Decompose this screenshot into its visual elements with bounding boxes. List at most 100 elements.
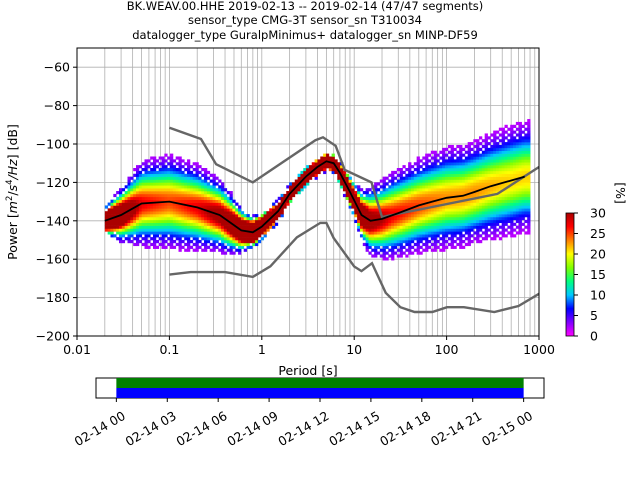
density-cell — [235, 242, 239, 247]
density-cell — [436, 208, 440, 212]
density-cell — [167, 214, 171, 218]
density-cell — [232, 234, 236, 238]
density-cell — [453, 153, 457, 157]
density-cell — [181, 216, 185, 221]
density-cell — [235, 208, 239, 212]
density-cell — [464, 228, 469, 232]
density-cell — [513, 156, 517, 160]
density-cell — [504, 228, 508, 232]
density-cell — [413, 176, 418, 180]
density-cell — [430, 248, 435, 252]
density-cell — [337, 165, 341, 169]
density-cell — [476, 225, 480, 229]
density-cell — [269, 208, 273, 212]
density-cell — [331, 156, 335, 160]
density-cell — [204, 248, 208, 252]
density-cell — [422, 219, 426, 224]
density-cell — [368, 205, 372, 209]
density-cell — [476, 170, 480, 175]
density-cell — [167, 185, 171, 189]
density-cell — [484, 188, 488, 192]
density-cell — [433, 228, 437, 232]
density-cell — [473, 208, 477, 212]
density-cell — [450, 185, 454, 189]
density-cell — [490, 153, 494, 157]
density-cell — [300, 170, 304, 175]
density-cell — [272, 202, 276, 206]
density-cell — [490, 179, 494, 183]
density-cell — [170, 159, 174, 163]
density-cell — [238, 231, 242, 235]
density-cell — [135, 196, 140, 200]
density-cell — [107, 202, 111, 206]
density-cell — [223, 237, 228, 241]
density-cell — [365, 240, 369, 244]
density-cell — [513, 188, 517, 192]
density-cell — [388, 211, 392, 215]
density-cell — [175, 196, 179, 200]
density-cell — [218, 193, 222, 198]
density-cell — [226, 216, 230, 221]
density-cell — [524, 219, 528, 224]
density-cell — [496, 170, 500, 175]
density-cell — [405, 225, 409, 229]
density-cell — [263, 231, 267, 235]
density-cell — [419, 245, 423, 249]
density-cell — [442, 216, 446, 221]
density-cell — [444, 185, 449, 189]
density-cell — [385, 191, 389, 195]
density-cell — [138, 182, 143, 186]
density-cell — [487, 214, 491, 218]
density-cell — [170, 162, 174, 166]
density-cell — [153, 156, 157, 160]
density-cell — [476, 185, 480, 189]
density-cell — [283, 193, 287, 198]
density-cell — [206, 176, 211, 180]
density-cell — [167, 188, 171, 192]
x-axis-ticks: 0.01 0.1 1 10 100 1000 — [63, 336, 555, 357]
density-cell — [515, 214, 520, 218]
density-cell — [447, 231, 452, 235]
density-cell — [365, 214, 369, 218]
density-cell — [164, 211, 168, 215]
density-cell — [175, 188, 179, 192]
density-cell — [141, 216, 145, 221]
density-cell — [141, 185, 145, 189]
density-cell — [388, 199, 392, 203]
density-cell — [371, 191, 375, 195]
density-cell — [138, 216, 143, 221]
density-cell — [430, 156, 435, 160]
density-cell — [215, 211, 219, 215]
density-cell — [405, 168, 409, 172]
density-cell — [283, 205, 287, 209]
density-cell — [121, 231, 126, 235]
density-cell — [164, 196, 168, 200]
density-cell — [155, 211, 160, 215]
density-cell — [410, 211, 415, 215]
density-cell — [408, 179, 412, 183]
density-cell — [453, 147, 457, 152]
density-cell — [419, 182, 423, 186]
density-cell — [371, 214, 375, 218]
density-cell — [348, 185, 352, 189]
density-cell — [399, 188, 403, 192]
density-cell — [473, 222, 477, 226]
density-cell — [150, 214, 154, 218]
density-cell — [141, 208, 145, 212]
density-cell — [524, 193, 528, 198]
density-cell — [320, 156, 324, 160]
density-cell — [444, 231, 449, 235]
density-cell — [181, 219, 185, 224]
density-cell — [187, 237, 191, 241]
density-cell — [513, 222, 517, 226]
density-cell — [456, 168, 460, 172]
density-cell — [175, 234, 179, 238]
density-cell — [218, 208, 222, 212]
density-cell — [391, 196, 395, 200]
density-cell — [456, 216, 460, 221]
density-cell — [510, 191, 514, 195]
density-cell — [456, 173, 460, 177]
density-cell — [161, 225, 165, 229]
density-cell — [521, 216, 525, 221]
density-cell — [430, 234, 435, 238]
